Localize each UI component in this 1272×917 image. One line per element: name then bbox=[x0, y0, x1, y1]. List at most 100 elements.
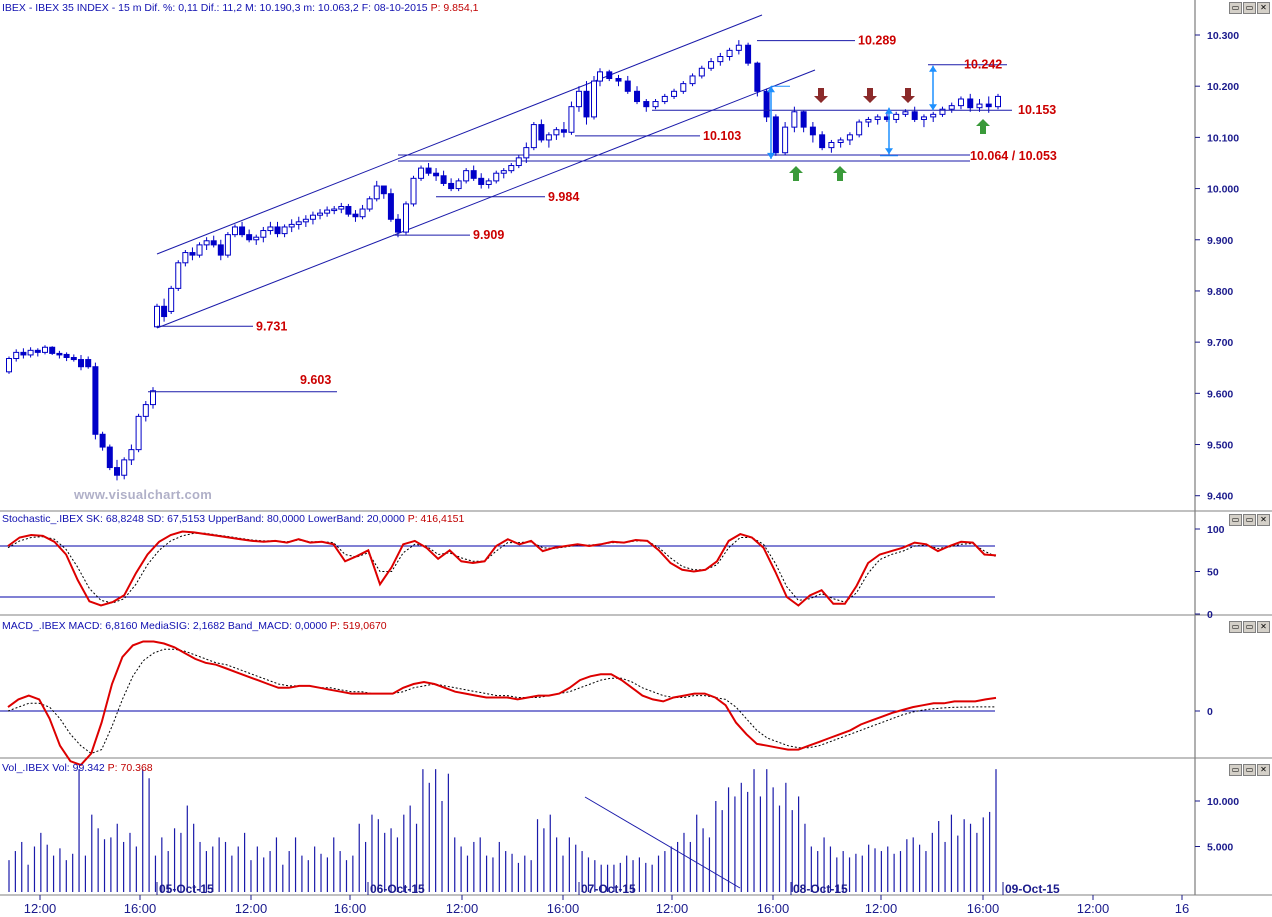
minimize-button[interactable]: ▭ bbox=[1229, 764, 1242, 776]
maximize-button[interactable]: ▭ bbox=[1243, 514, 1256, 526]
candle-body bbox=[911, 111, 918, 120]
candle-body bbox=[689, 75, 696, 85]
candle-body bbox=[70, 356, 77, 361]
candle-body bbox=[652, 101, 659, 108]
macd-tick-label: 0 bbox=[1207, 706, 1213, 718]
maximize-button[interactable]: ▭ bbox=[1243, 2, 1256, 14]
level-label-10289: 10.289 bbox=[858, 34, 896, 48]
candle-body bbox=[819, 134, 826, 149]
y-tick-label: 10.200 bbox=[1207, 81, 1239, 93]
stoch-header-p: P: 416,4151 bbox=[407, 513, 465, 525]
x-date-label: 07-Oct-15 bbox=[581, 882, 636, 896]
stochastic-pane: 100 50 0 bbox=[0, 524, 1225, 621]
candle-body bbox=[196, 244, 203, 256]
candle-body bbox=[440, 175, 447, 184]
close-button[interactable]: ✕ bbox=[1257, 621, 1270, 633]
x-date-label: 05-Oct-15 bbox=[159, 882, 214, 896]
candle-body bbox=[403, 203, 409, 233]
vol-tick-label: 5.000 bbox=[1207, 842, 1233, 854]
candle-body bbox=[395, 218, 401, 233]
x-date-label: 08-Oct-15 bbox=[793, 882, 848, 896]
candle-body bbox=[530, 124, 537, 149]
candle-body bbox=[583, 90, 590, 118]
macd-pane-header: MACD_.IBEX MACD: 6,8160 MediaSIG: 2,1682… bbox=[2, 620, 387, 632]
stoch-sd-line bbox=[7, 532, 997, 604]
candle-body bbox=[302, 218, 309, 223]
candle-body bbox=[182, 252, 189, 264]
level-label-9603: 9.603 bbox=[300, 373, 331, 387]
candle-body bbox=[515, 157, 522, 167]
price-annotations: 10.289 10.242 10.153 10.103 10.064 / 10.053 9… bbox=[148, 34, 1057, 393]
candle-body bbox=[856, 121, 863, 136]
close-button[interactable]: ✕ bbox=[1257, 2, 1270, 14]
candle-body bbox=[448, 182, 455, 190]
candle-body bbox=[575, 90, 582, 108]
maximize-button[interactable]: ▭ bbox=[1243, 764, 1256, 776]
level-label-10242: 10.242 bbox=[964, 58, 1002, 72]
x-time-label: 16:00 bbox=[334, 901, 367, 916]
candle-body bbox=[717, 55, 724, 63]
candle-body bbox=[478, 177, 485, 185]
close-button[interactable]: ✕ bbox=[1257, 514, 1270, 526]
x-time-label: 16:00 bbox=[547, 901, 580, 916]
minimize-button[interactable]: ▭ bbox=[1229, 621, 1242, 633]
y-tick-label: 9.500 bbox=[1207, 440, 1233, 452]
candle-body bbox=[168, 287, 175, 312]
macd-header-p: P: 519,0670 bbox=[330, 620, 387, 632]
minimize-button[interactable]: ▭ bbox=[1229, 514, 1242, 526]
candle-body bbox=[874, 116, 881, 120]
minimize-button[interactable]: ▭ bbox=[1229, 2, 1242, 14]
candle-body bbox=[680, 83, 687, 92]
green-up-arrow-icon bbox=[833, 166, 847, 181]
candle-body bbox=[754, 62, 761, 92]
candle-body bbox=[246, 234, 253, 241]
candle-body bbox=[920, 116, 927, 120]
macd-pane: 0 bbox=[0, 640, 1213, 767]
candle-body bbox=[142, 404, 149, 417]
level-label-10103: 10.103 bbox=[703, 129, 741, 143]
candle-body bbox=[470, 170, 477, 179]
stoch-tick-label: 0 bbox=[1207, 609, 1213, 621]
candle-body bbox=[893, 113, 900, 120]
maximize-button[interactable]: ▭ bbox=[1243, 621, 1256, 633]
candle-body bbox=[217, 244, 224, 256]
candle-body bbox=[624, 80, 631, 92]
measure-arrowhead bbox=[929, 104, 937, 111]
candle-body bbox=[634, 90, 641, 103]
candle-body bbox=[274, 226, 281, 235]
candle-body bbox=[846, 134, 853, 141]
candle-body bbox=[309, 214, 316, 220]
candle-body bbox=[772, 116, 779, 154]
candle-body bbox=[210, 240, 217, 246]
level-label-1006410053: 10.064 / 10.053 bbox=[970, 149, 1057, 163]
y-tick-label: 9.900 bbox=[1207, 235, 1233, 247]
candle-body bbox=[6, 358, 12, 373]
candle-body bbox=[20, 351, 27, 356]
trend-line bbox=[156, 14, 763, 255]
candle-body bbox=[745, 44, 752, 64]
candle-body bbox=[231, 226, 238, 236]
candle-body bbox=[366, 198, 373, 210]
watermark: www.visualchart.com bbox=[74, 487, 213, 502]
x-time-label: 12:00 bbox=[446, 901, 479, 916]
level-label-9984: 9.984 bbox=[548, 190, 579, 204]
pane-frames bbox=[0, 0, 1272, 896]
stochastic-pane-header: Stochastic_.IBEX SK: 68,8248 SD: 67,5153… bbox=[2, 513, 464, 525]
candle-body bbox=[150, 390, 156, 406]
candle-body bbox=[13, 351, 20, 360]
stoch-pane-window-buttons: ▭ ▭ ✕ bbox=[1229, 514, 1270, 526]
candle-body bbox=[203, 240, 210, 246]
candle-body bbox=[253, 236, 260, 241]
stoch-sk-line bbox=[7, 530, 997, 607]
close-button[interactable]: ✕ bbox=[1257, 764, 1270, 776]
candle-body bbox=[800, 111, 807, 128]
candle-body bbox=[930, 113, 937, 118]
candle-body bbox=[538, 124, 545, 141]
measure-arrowhead bbox=[767, 86, 775, 93]
x-time-label: 12:00 bbox=[656, 901, 689, 916]
candle-body bbox=[106, 446, 113, 469]
candle-body bbox=[418, 167, 425, 179]
candle-body bbox=[154, 305, 160, 328]
y-tick-label: 9.800 bbox=[1207, 286, 1233, 298]
